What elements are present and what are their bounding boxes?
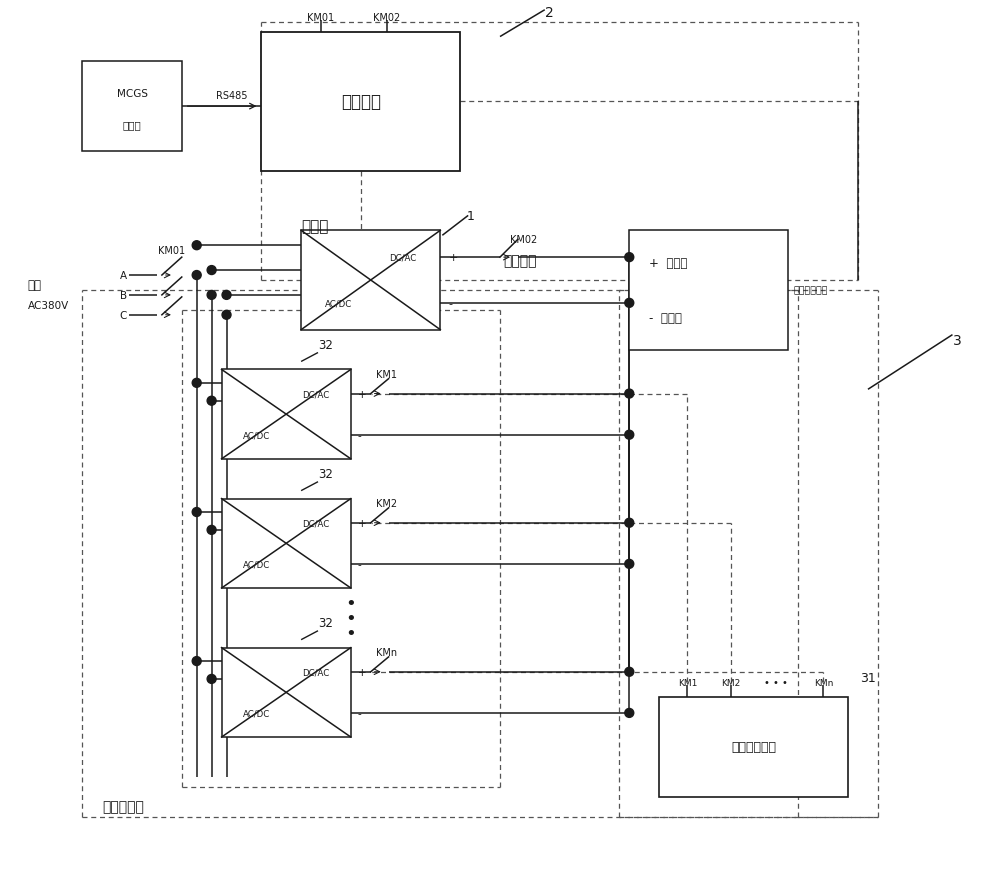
Bar: [261, 32, 460, 171]
Text: C: C: [120, 310, 127, 321]
Circle shape: [207, 397, 216, 406]
Text: -: -: [448, 298, 452, 308]
Text: KM02: KM02: [373, 13, 400, 23]
Text: -: -: [358, 430, 362, 441]
Text: KM02: KM02: [510, 235, 537, 245]
Text: •: •: [345, 594, 356, 612]
Text: DC/AC: DC/AC: [302, 519, 330, 527]
Text: DC/AC: DC/AC: [302, 389, 330, 399]
Text: 模块通讯: 模块通讯: [503, 254, 537, 268]
Text: AC/DC: AC/DC: [243, 560, 270, 568]
Text: 主控模块: 主控模块: [341, 93, 381, 111]
Text: KM01: KM01: [307, 13, 335, 23]
Text: B: B: [120, 290, 127, 301]
Circle shape: [207, 291, 216, 300]
Circle shape: [625, 667, 634, 676]
Text: KM2: KM2: [376, 498, 397, 508]
Text: 2: 2: [545, 6, 554, 20]
Text: -: -: [358, 560, 362, 569]
Text: AC/DC: AC/DC: [243, 431, 270, 440]
Text: AC/DC: AC/DC: [243, 708, 270, 718]
Text: +  待测试: + 待测试: [649, 256, 688, 269]
Circle shape: [207, 674, 216, 684]
Text: +: +: [358, 518, 366, 528]
Circle shape: [207, 266, 216, 275]
Text: 电池数据采集: 电池数据采集: [793, 286, 828, 295]
Text: -  电池组: - 电池组: [649, 311, 682, 324]
Text: 电网: 电网: [28, 279, 42, 292]
Text: 动态功率区: 动态功率区: [102, 799, 144, 813]
Circle shape: [222, 311, 231, 320]
Text: AC380V: AC380V: [28, 301, 69, 310]
Circle shape: [192, 657, 201, 666]
Circle shape: [625, 299, 634, 308]
Bar: [222, 648, 351, 737]
Circle shape: [192, 508, 201, 517]
Circle shape: [192, 242, 201, 250]
Text: 矩阵控制模块: 矩阵控制模块: [731, 740, 776, 753]
Bar: [659, 698, 848, 797]
Text: •: •: [345, 609, 356, 627]
Text: • • •: • • •: [764, 678, 788, 687]
Bar: [301, 231, 440, 330]
Bar: [222, 370, 351, 460]
Bar: [82, 63, 182, 152]
Bar: [222, 499, 351, 588]
Text: 1: 1: [466, 209, 474, 222]
Text: KMn: KMn: [376, 647, 397, 657]
Circle shape: [625, 708, 634, 718]
Circle shape: [625, 389, 634, 399]
Circle shape: [625, 519, 634, 527]
Text: KM01: KM01: [158, 246, 185, 255]
Circle shape: [207, 526, 216, 534]
Text: KM1: KM1: [678, 678, 697, 687]
Bar: [629, 231, 788, 350]
Text: KMn: KMn: [814, 678, 833, 687]
Text: 32: 32: [319, 339, 333, 352]
Text: MCGS: MCGS: [117, 89, 148, 98]
Circle shape: [625, 431, 634, 440]
Text: -: -: [358, 708, 362, 718]
Text: 32: 32: [319, 468, 333, 481]
Circle shape: [625, 254, 634, 262]
Text: 31: 31: [860, 671, 876, 684]
Text: •: •: [345, 624, 356, 642]
Text: +: +: [448, 253, 458, 262]
Circle shape: [222, 291, 231, 300]
Text: DC/AC: DC/AC: [302, 667, 330, 676]
Text: +: +: [358, 389, 366, 399]
Circle shape: [192, 271, 201, 280]
Text: AC/DC: AC/DC: [325, 299, 352, 308]
Text: DC/AC: DC/AC: [389, 254, 416, 262]
Text: KM1: KM1: [376, 369, 397, 379]
Text: 32: 32: [319, 617, 333, 629]
Text: 3: 3: [953, 333, 962, 348]
Circle shape: [192, 379, 201, 388]
Text: A: A: [120, 271, 127, 281]
Circle shape: [625, 560, 634, 568]
Text: +: +: [358, 667, 366, 677]
Text: RS485: RS485: [216, 91, 247, 101]
Text: 触摸屏: 触摸屏: [123, 120, 141, 129]
Text: KM2: KM2: [721, 678, 741, 687]
Text: 充电机: 充电机: [301, 219, 328, 234]
